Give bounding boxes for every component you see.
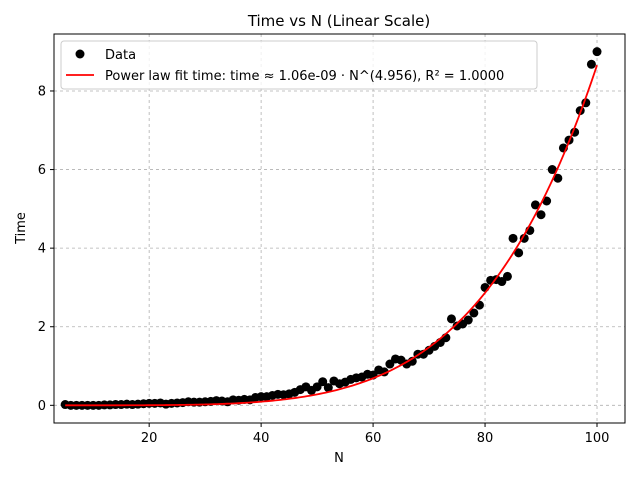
data-point	[502, 271, 512, 281]
data-point	[463, 315, 473, 325]
x-tick-label: 40	[253, 431, 270, 446]
fit-line	[65, 64, 598, 407]
legend-fit-label: Power law fit time: time ≈ 1.06e-09 · N^…	[105, 69, 504, 84]
y-tick-label: 4	[38, 242, 46, 257]
y-axis-label: Time	[14, 212, 29, 245]
x-axis-label: N	[334, 451, 344, 466]
x-tick-label: 80	[477, 431, 494, 446]
data-point	[530, 200, 540, 210]
data-point	[547, 165, 557, 175]
data-point	[514, 248, 524, 258]
legend-data-marker	[75, 49, 85, 59]
data-point	[508, 233, 518, 243]
legend-box	[60, 40, 538, 90]
data-point	[586, 59, 596, 69]
y-tick-label: 8	[38, 84, 46, 99]
x-tick-label: 60	[365, 431, 382, 446]
chart-title: Time vs N (Linear Scale)	[247, 12, 430, 30]
data-point	[323, 383, 333, 393]
data-point	[553, 173, 563, 183]
data-point	[469, 308, 479, 318]
y-tick-label: 2	[38, 320, 46, 335]
data-point	[519, 233, 529, 243]
data-point	[536, 210, 546, 220]
data-point	[446, 314, 456, 324]
plot-area: 20 40 60 80 100 0 2 4 6 8	[38, 34, 625, 446]
x-tick-label: 20	[141, 431, 158, 446]
y-tick-label: 0	[38, 399, 46, 414]
legend: Data Power law fit time: time ≈ 1.06e-09…	[60, 40, 538, 90]
legend-data-label: Data	[105, 48, 136, 63]
x-tick-label: 100	[585, 431, 610, 446]
data-point	[592, 47, 602, 57]
plot-frame	[53, 33, 626, 424]
data-point	[318, 377, 328, 387]
y-tick-label: 6	[38, 163, 46, 178]
